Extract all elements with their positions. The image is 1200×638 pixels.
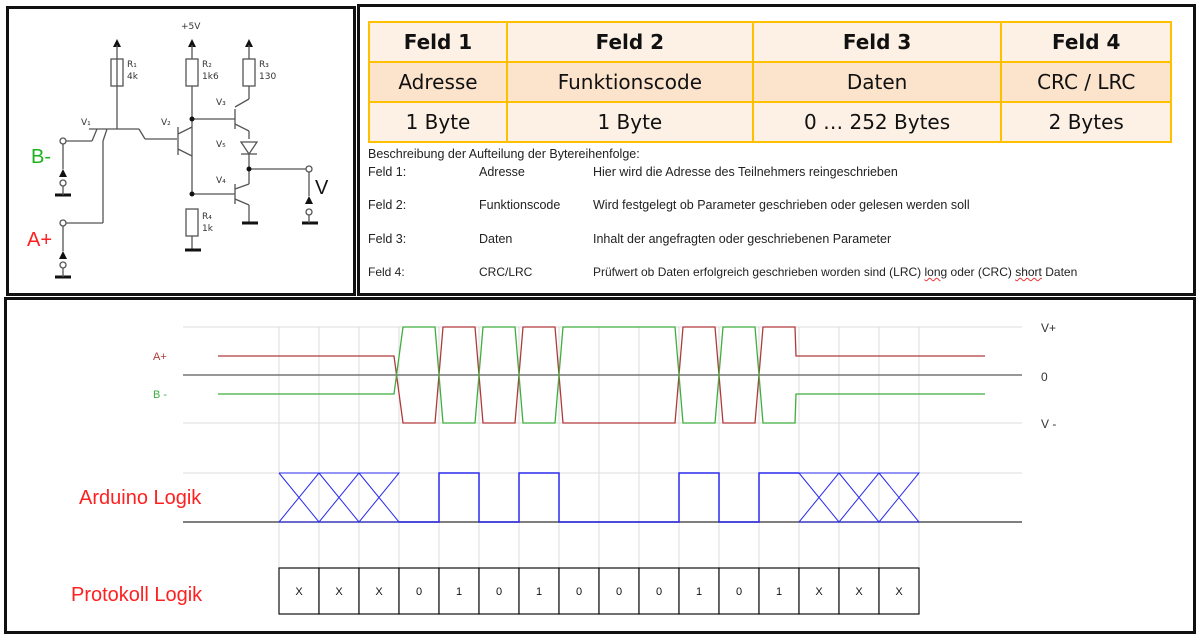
name-cell: Daten — [751, 61, 1003, 103]
timing-diagram: X X X 0 1 0 1 0 0 0 1 0 1 X X X — [183, 326, 1022, 615]
text-part: Daten — [1041, 265, 1078, 279]
signal-b-waveform — [218, 326, 985, 424]
size-cell: 2 Bytes — [1000, 101, 1172, 143]
protocol-bit-cell — [518, 567, 560, 615]
r2-value: 1k6 — [202, 72, 219, 82]
header-cell: Feld 1 — [368, 21, 508, 63]
protocol-bit-cell — [758, 567, 800, 615]
v3-label: V₃ — [216, 98, 226, 108]
frame-structure-panel: Feld 1 Feld 2 Feld 3 Feld 4 Adresse Funktion… — [357, 4, 1196, 296]
logic-undefined-mark — [357, 472, 401, 523]
r4-label: R₄ — [202, 212, 212, 222]
protocol-bit-cell — [798, 567, 840, 615]
header-cell: Feld 3 — [751, 21, 1003, 63]
protocol-bit-value: 1 — [696, 586, 702, 598]
signal-a-waveform — [218, 326, 985, 424]
field-name: Adresse — [479, 165, 525, 179]
name-cell: CRC / LRC — [1000, 61, 1172, 103]
text-part: short — [1015, 265, 1042, 279]
field-label: Feld 1: — [368, 165, 407, 179]
logic-undefined-mark — [797, 472, 841, 523]
r1-label: R₁ — [127, 60, 137, 70]
protocol-bit-cell — [678, 567, 720, 615]
input-b-label: B- — [31, 146, 51, 168]
field-name: Funktionscode — [479, 198, 561, 212]
name-cell: Funktionscode — [505, 61, 754, 103]
protocol-bit-cell — [278, 567, 320, 615]
input-a-label: A+ — [27, 229, 53, 251]
protocol-bit-cell — [558, 567, 600, 615]
protocol-logic-label: Protokoll Logik — [71, 584, 203, 606]
supply-label: +5V — [181, 22, 201, 32]
protocol-bit-value: X — [295, 586, 303, 598]
protocol-bit-value: 0 — [576, 586, 582, 598]
size-cell: 0 … 252 Bytes — [751, 101, 1003, 143]
name-cell: Adresse — [368, 61, 508, 103]
protocol-bit-value: 0 — [616, 586, 622, 598]
v5-label: V₅ — [216, 140, 226, 150]
field-text: Hier wird die Adresse des Teilnehmers re… — [593, 165, 898, 179]
text-part: Prüfwert ob Daten erfolgreich geschriebe… — [593, 265, 925, 279]
circuit-schematic: +5V R₁ 4k R₂ 1k6 R₃ 130 R₄ 1k V₁ V₂ V₃ V₅ V₄ — [55, 22, 318, 279]
signal-a-label: A+ — [153, 351, 167, 363]
size-cell: 1 Byte — [368, 101, 508, 143]
field-text: Wird festgelegt ob Parameter geschrieben… — [593, 198, 970, 212]
timing-diagram-panel: X X X 0 1 0 1 0 0 0 1 0 1 X X X A+ B - V+ 0 V - Arduino… — [4, 297, 1196, 634]
r1-value: 4k — [127, 72, 139, 82]
v4-label: V₄ — [216, 176, 226, 186]
header-cell: Feld 4 — [1000, 21, 1172, 63]
protocol-bit-cell — [318, 567, 360, 615]
arduino-logic-waveform — [399, 472, 799, 523]
signal-b-label: B - — [153, 389, 168, 401]
protocol-bit-cell — [838, 567, 880, 615]
logic-undefined-mark — [317, 472, 361, 523]
protocol-bit-cell — [878, 567, 920, 615]
field-name: Daten — [479, 232, 513, 246]
protocol-bit-value: 1 — [456, 586, 462, 598]
protocol-bit-value: X — [335, 586, 343, 598]
logic-undefined-mark — [877, 472, 921, 523]
field-label: Feld 3: — [368, 232, 407, 246]
protocol-bit-value: 0 — [416, 586, 422, 598]
protocol-bit-cell — [438, 567, 480, 615]
size-cell: 1 Byte — [505, 101, 754, 143]
v1-label: V₁ — [81, 118, 91, 128]
field-table: Feld 1 Feld 2 Feld 3 Feld 4 Adresse Funktion… — [368, 21, 1172, 143]
level-vplus: V+ — [1041, 321, 1057, 335]
field-text: Prüfwert ob Daten erfolgreich geschriebe… — [593, 265, 1077, 279]
arduino-logic-label: Arduino Logik — [79, 487, 202, 509]
protocol-bit-cell — [398, 567, 440, 615]
description-title: Beschreibung der Aufteilung der Bytereih… — [368, 147, 640, 161]
protocol-bit-value: 0 — [736, 586, 742, 598]
logic-undefined-mark — [837, 472, 881, 523]
protocol-bit-value: X — [815, 586, 823, 598]
header-cell: Feld 2 — [505, 21, 754, 63]
r3-label: R₃ — [259, 60, 269, 70]
protocol-bit-cell — [478, 567, 520, 615]
ttl-receiver-circuit: +5V R₁ 4k R₂ 1k6 R₃ 130 R₄ 1k V₁ V₂ V₃ V₅ V₄… — [6, 6, 356, 296]
field-name: CRC/LRC — [479, 265, 533, 279]
text-part: oder (CRC) — [947, 265, 1016, 279]
r4-value: 1k — [202, 224, 214, 234]
r3-value: 130 — [259, 72, 276, 82]
v2-label: V₂ — [161, 118, 171, 128]
protocol-bit-value: X — [375, 586, 383, 598]
text-part: long — [924, 265, 948, 279]
field-label: Feld 2: — [368, 198, 407, 212]
protocol-bit-value: X — [855, 586, 863, 598]
logic-undefined-mark — [277, 472, 321, 523]
field-label: Feld 4: — [368, 265, 405, 279]
protocol-bit-cell — [638, 567, 680, 615]
protocol-bit-value: 1 — [536, 586, 542, 598]
protocol-bit-value: 0 — [496, 586, 502, 598]
protocol-bit-value: X — [895, 586, 903, 598]
protocol-bit-value: 0 — [656, 586, 662, 598]
protocol-bit-value: 1 — [776, 586, 782, 598]
r2-label: R₂ — [202, 60, 212, 70]
output-label: V — [315, 177, 329, 199]
field-text: Inhalt der angefragten oder geschriebene… — [593, 232, 892, 246]
level-zero: 0 — [1041, 370, 1048, 384]
level-vminus: V - — [1041, 417, 1057, 431]
protocol-bit-cell — [598, 567, 640, 615]
